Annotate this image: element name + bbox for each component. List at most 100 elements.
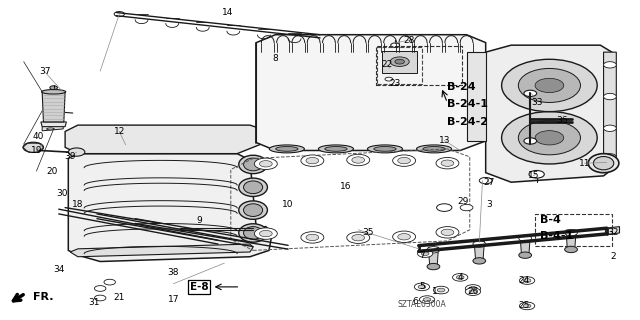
Circle shape (397, 157, 410, 164)
Text: 35: 35 (362, 228, 374, 237)
Polygon shape (486, 45, 612, 182)
Circle shape (524, 90, 537, 97)
Circle shape (520, 277, 535, 284)
Text: 1: 1 (432, 287, 438, 296)
Polygon shape (256, 35, 486, 150)
Ellipse shape (244, 227, 262, 239)
Text: 32: 32 (607, 228, 619, 237)
Circle shape (519, 235, 532, 242)
Text: B-24-2: B-24-2 (447, 117, 488, 127)
Text: SZTAE0300A: SZTAE0300A (397, 300, 446, 309)
Polygon shape (428, 247, 438, 265)
Ellipse shape (239, 155, 268, 174)
Ellipse shape (367, 145, 403, 153)
Text: B-4-1: B-4-1 (540, 231, 573, 241)
Ellipse shape (593, 156, 614, 170)
Text: 7: 7 (419, 251, 425, 260)
Ellipse shape (244, 204, 262, 216)
Text: 34: 34 (53, 265, 65, 274)
Polygon shape (68, 154, 272, 261)
Circle shape (259, 230, 272, 237)
Text: FR.: FR. (33, 292, 54, 302)
Text: 2: 2 (611, 252, 616, 261)
Text: 33: 33 (531, 99, 543, 108)
Circle shape (417, 250, 433, 257)
Circle shape (433, 286, 449, 294)
Circle shape (460, 204, 473, 211)
Polygon shape (70, 244, 253, 257)
Text: 8: 8 (273, 54, 278, 63)
Text: B-24: B-24 (447, 82, 476, 92)
Ellipse shape (244, 181, 262, 194)
Ellipse shape (374, 147, 396, 151)
Circle shape (465, 285, 481, 292)
Circle shape (352, 157, 365, 163)
Text: 3: 3 (486, 200, 492, 209)
Circle shape (529, 171, 544, 178)
Ellipse shape (276, 147, 298, 151)
Text: 23: 23 (390, 79, 401, 88)
Text: 10: 10 (282, 200, 294, 209)
Ellipse shape (518, 121, 580, 155)
Text: 39: 39 (65, 152, 76, 161)
Text: E-8: E-8 (189, 282, 208, 292)
Circle shape (479, 178, 492, 184)
Polygon shape (42, 127, 63, 131)
Ellipse shape (395, 59, 404, 64)
Text: 36: 36 (556, 116, 568, 125)
Ellipse shape (269, 145, 305, 153)
Circle shape (391, 43, 399, 47)
Circle shape (519, 252, 532, 258)
Text: 38: 38 (168, 268, 179, 277)
Text: 27: 27 (483, 178, 495, 187)
Polygon shape (474, 242, 484, 259)
Circle shape (436, 227, 459, 238)
Text: 14: 14 (222, 8, 234, 17)
Ellipse shape (319, 145, 353, 153)
Circle shape (414, 283, 429, 291)
Text: 29: 29 (458, 197, 469, 206)
Text: B-24-1: B-24-1 (447, 100, 488, 109)
Circle shape (50, 86, 58, 90)
Circle shape (473, 258, 486, 264)
Ellipse shape (502, 112, 597, 164)
Circle shape (114, 12, 124, 17)
Circle shape (524, 304, 531, 308)
Ellipse shape (423, 147, 445, 151)
Text: 20: 20 (47, 167, 58, 176)
Circle shape (23, 142, 44, 152)
Circle shape (393, 155, 415, 166)
Ellipse shape (417, 145, 452, 153)
Circle shape (564, 246, 577, 252)
Circle shape (393, 231, 415, 243)
Circle shape (604, 93, 616, 100)
Circle shape (604, 154, 616, 160)
Circle shape (473, 241, 486, 247)
Text: 17: 17 (168, 295, 179, 304)
Ellipse shape (518, 68, 580, 102)
Ellipse shape (47, 128, 54, 130)
Text: 22: 22 (381, 60, 392, 69)
Circle shape (421, 252, 429, 255)
Ellipse shape (239, 224, 268, 242)
Polygon shape (605, 227, 620, 235)
Ellipse shape (535, 131, 564, 145)
Circle shape (104, 279, 115, 285)
Text: 25: 25 (518, 301, 529, 310)
Circle shape (352, 235, 365, 241)
Text: 15: 15 (528, 172, 540, 180)
Circle shape (95, 286, 106, 291)
Circle shape (306, 234, 319, 241)
Circle shape (95, 295, 106, 301)
Circle shape (465, 288, 481, 295)
Text: 12: 12 (113, 127, 125, 136)
Circle shape (456, 276, 464, 279)
Circle shape (604, 62, 616, 68)
Circle shape (385, 77, 393, 81)
Ellipse shape (239, 178, 268, 196)
Circle shape (441, 229, 454, 236)
Circle shape (469, 290, 477, 293)
Polygon shape (604, 52, 616, 170)
Text: 5: 5 (419, 282, 425, 292)
Text: 18: 18 (72, 200, 84, 209)
